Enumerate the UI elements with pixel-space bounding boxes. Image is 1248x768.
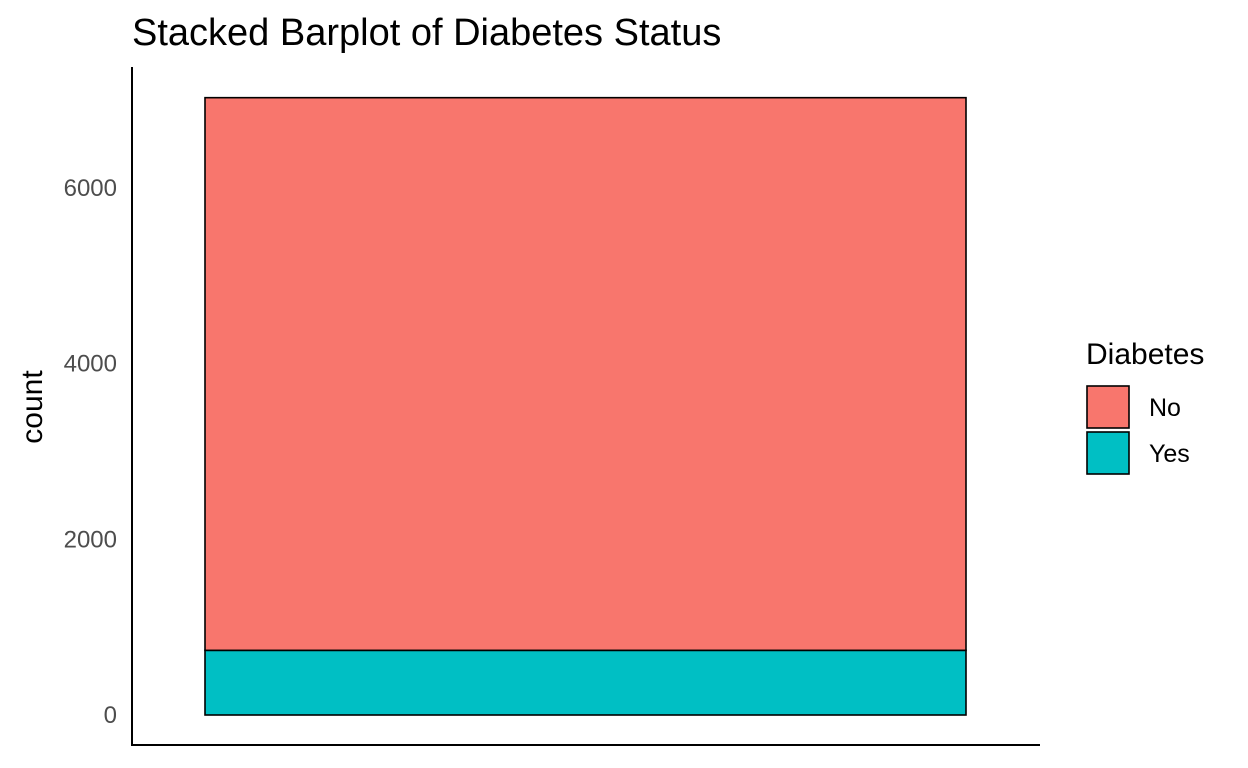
bar-segment-yes (204, 649, 967, 716)
bar-stack (204, 96, 967, 716)
y-tick-label: 6000 (64, 175, 117, 202)
bar-segment-no (204, 96, 967, 652)
legend-title: Diabetes (1086, 338, 1204, 371)
y-tick-label: 4000 (64, 351, 117, 378)
legend-key-no (1086, 385, 1130, 429)
legend-key-yes (1086, 431, 1130, 475)
y-tick-label: 0 (104, 702, 117, 729)
legend-label-no: No (1149, 394, 1181, 422)
y-axis-label: count (16, 370, 49, 444)
legend-items: No Yes (1086, 385, 1190, 475)
y-axis-ticks: 0 2000 4000 6000 (64, 175, 117, 729)
legend-label-yes: Yes (1149, 440, 1190, 468)
y-tick-label: 2000 (64, 526, 117, 553)
chart-title: Stacked Barplot of Diabetes Status (132, 12, 721, 54)
legend: Diabetes No Yes (1086, 338, 1204, 475)
